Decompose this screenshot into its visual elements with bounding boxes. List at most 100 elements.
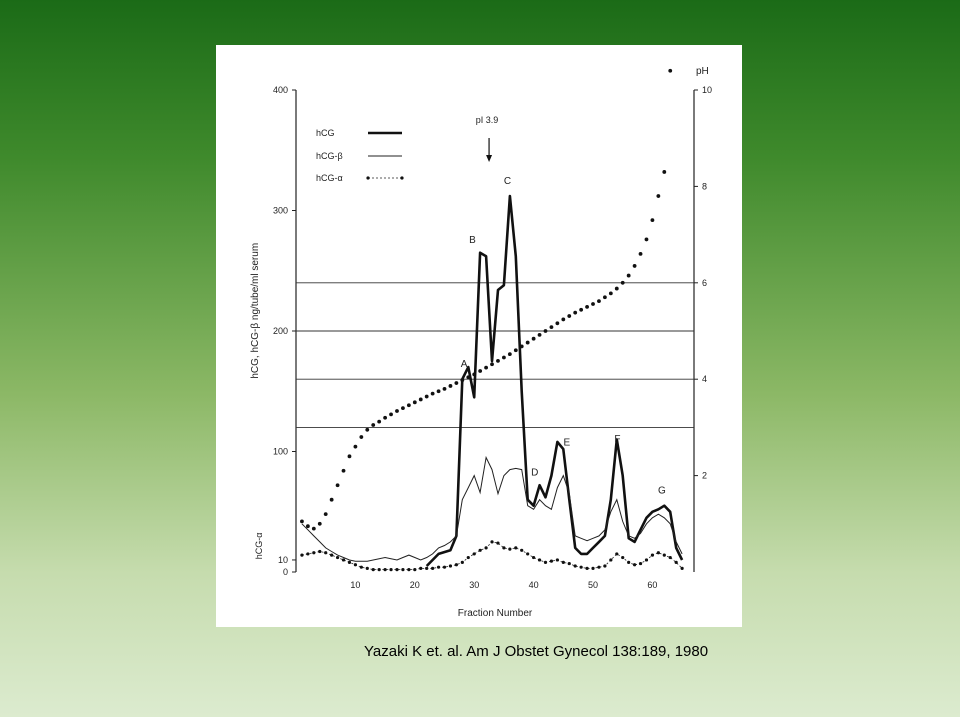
hcg-alpha-point [532,555,536,560]
peak-label-a: A [461,359,468,370]
ph-point [608,291,613,296]
x-axis-label: Fraction Number [458,608,533,619]
ph-point [507,352,512,357]
ph-point [389,412,393,417]
ph-point [406,403,411,408]
hcg-alpha-point [543,560,548,564]
ph-point [537,332,542,337]
hcg-alpha-point [674,560,678,564]
legend-label: hCG [316,128,335,138]
hcg-alpha-point [359,565,363,569]
legend-label: hCG-β [316,151,343,161]
ph-point [626,273,631,278]
hcg-alpha-point [371,567,375,572]
hcg-alpha-point [662,553,666,557]
ph-point [347,454,352,459]
hcg-alpha-point [496,541,500,545]
y-axis-label-alpha: hCG-α [254,533,264,560]
citation-caption: Yazaki K et. al. Am J Obstet Gynecol 138… [364,643,709,660]
ph-point [585,305,589,309]
y-right-tick-label: 2 [702,471,707,481]
peak-label-e: E [564,437,571,448]
y-right-tick-label: 6 [702,278,707,288]
hcg-alpha-point [514,546,518,550]
hcg-alpha-point [597,565,601,569]
ph-point [668,68,673,73]
y-right-tick-label: 8 [702,181,707,191]
hcg-alpha-point [347,560,352,564]
ph-point [549,325,554,330]
ph-point [448,384,453,388]
hcg-alpha-point [668,555,672,560]
x-tick-label: 30 [469,580,479,590]
hcg-alpha-point [448,564,453,568]
ph-point [519,344,524,349]
ph-point [662,170,667,174]
ph-point [371,423,376,427]
legend-swatch-dot [366,176,370,180]
y-right-tick-label: 4 [702,374,707,384]
hcg-alpha-point [579,565,583,569]
hcg-alpha-point [401,567,405,572]
ph-point [454,381,459,385]
ph-point [573,310,578,315]
y-tick-label: 100 [273,447,288,457]
ph-point [484,365,488,370]
hcg-alpha-point [365,566,369,570]
hcg-alpha-point [395,567,399,572]
ph-point [359,435,364,439]
ph-point [323,512,328,517]
ph-point [430,391,435,396]
hcg-alpha-point [442,565,447,569]
x-tick-label: 10 [350,580,360,590]
ph-point [460,378,465,383]
ph-point [555,321,560,326]
ph-point [478,369,483,373]
hcg-alpha-point [389,567,393,572]
hcg-alpha-point [353,563,358,567]
hcg-alpha-point [537,558,542,562]
ph-point [591,302,595,306]
hcg-alpha-point [318,549,322,554]
x-tick-label: 20 [410,580,420,590]
x-tick-label: 50 [588,580,598,590]
hcg-alpha-point [632,563,637,567]
ph-point [496,358,500,363]
ph-point [472,372,477,377]
ph-point [317,521,322,526]
ph-point [365,427,370,432]
peak-label-g: G [658,486,666,497]
ph-point [305,524,310,529]
hcg-alpha-point [490,540,494,544]
hcg-alpha-point [383,567,387,572]
y-tick-label: 300 [273,206,288,216]
hcg-alpha-point [306,552,310,556]
y-tick-label: 0 [283,567,288,577]
ph-point [341,468,346,473]
hcg-alpha-point [335,555,340,560]
hcg-alpha-point [454,563,458,567]
ph-point [418,397,423,402]
hcg-alpha-point [680,566,684,570]
ph-point [567,314,572,318]
hcg-alpha-point [508,547,512,551]
series-line-hcg [425,194,684,567]
ph-point [300,519,304,524]
peak-label-d: D [531,468,538,479]
ph-point [383,415,388,420]
hcg-alpha-point [567,561,571,566]
series-line-hcg-beta [301,455,683,562]
ph-point [436,389,441,394]
ph-point [597,299,601,304]
ph-point [620,280,625,285]
hcg-alpha-point [419,566,423,570]
peak-label-f: F [614,434,620,445]
hcg-alpha-point [573,564,577,568]
ph-point [656,194,661,198]
y-axis-label: hCG, hCG-β ng/tube/ml serum [250,243,261,379]
ph-point [502,355,506,360]
x-tick-label: 60 [647,580,657,590]
ph-point [311,526,316,531]
hcg-alpha-point [644,558,649,562]
hcg-alpha-point [621,555,625,560]
